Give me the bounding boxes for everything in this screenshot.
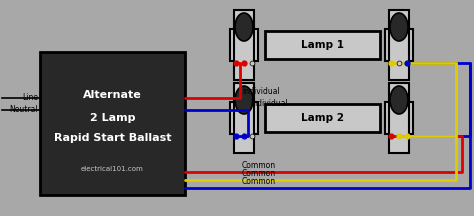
Text: Common: Common [242,169,276,178]
FancyBboxPatch shape [385,29,413,61]
Text: Common: Common [242,177,276,186]
Text: Lamp 1: Lamp 1 [301,40,344,50]
FancyBboxPatch shape [265,104,380,132]
Ellipse shape [390,13,408,41]
Ellipse shape [235,86,253,114]
FancyBboxPatch shape [385,102,413,134]
Text: 2 Lamp: 2 Lamp [90,113,135,123]
Text: Alternate: Alternate [83,90,142,100]
Ellipse shape [235,13,253,41]
Text: electrical101.com: electrical101.com [81,166,144,172]
FancyBboxPatch shape [234,10,254,80]
Text: Individual: Individual [242,87,280,96]
FancyBboxPatch shape [389,83,409,153]
FancyBboxPatch shape [230,29,258,61]
Text: Neutral: Neutral [9,105,38,114]
FancyBboxPatch shape [389,10,409,80]
FancyBboxPatch shape [40,52,185,195]
Text: Individual: Individual [250,99,288,108]
Ellipse shape [390,86,408,114]
FancyBboxPatch shape [265,31,380,59]
FancyBboxPatch shape [230,102,258,134]
FancyBboxPatch shape [234,83,254,153]
Text: Rapid Start Ballast: Rapid Start Ballast [54,133,171,143]
Text: Common: Common [242,161,276,170]
Text: Lamp 2: Lamp 2 [301,113,344,123]
Text: Line: Line [22,94,38,103]
